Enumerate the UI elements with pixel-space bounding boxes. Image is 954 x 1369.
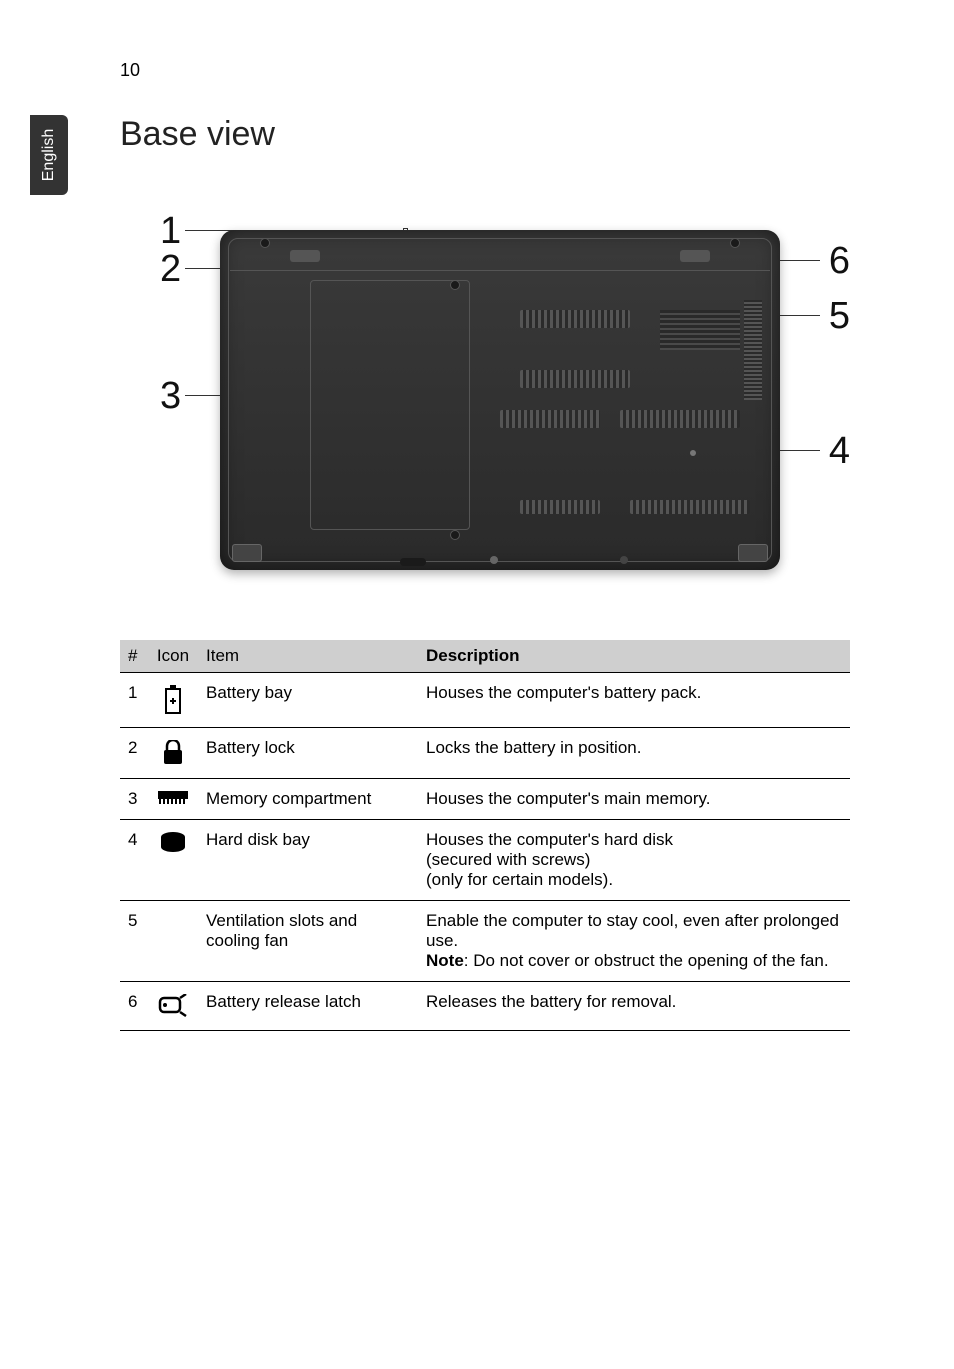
table-row: 4 Hard disk bay Houses the computer's ha…	[120, 820, 850, 901]
row-item: Battery bay	[198, 673, 418, 728]
row-desc: Releases the battery for removal.	[418, 982, 850, 1031]
table-row: 1 Battery bay Houses the computer's batt…	[120, 673, 850, 728]
table-row: 2 Battery lock Locks the battery in posi…	[120, 728, 850, 779]
hdd-icon	[148, 820, 198, 901]
memory-icon	[148, 779, 198, 820]
callout-4: 4	[829, 430, 850, 473]
language-tab: English	[30, 115, 68, 195]
row-num: 3	[120, 779, 148, 820]
row-num: 5	[120, 901, 148, 982]
row-num: 6	[120, 982, 148, 1031]
table-row: 3 Memory compartment Houses the computer…	[120, 779, 850, 820]
lock-icon	[148, 728, 198, 779]
row-desc: Houses the computer's main memory.	[418, 779, 850, 820]
header-num: #	[120, 640, 148, 673]
row-item: Battery release latch	[198, 982, 418, 1031]
battery-icon	[148, 673, 198, 728]
laptop-base-illustration	[220, 230, 780, 570]
row-desc: Locks the battery in position.	[418, 728, 850, 779]
table-row: 5 Ventilation slots and cooling fan Enab…	[120, 901, 850, 982]
header-icon: Icon	[148, 640, 198, 673]
row-item: Battery lock	[198, 728, 418, 779]
row-num: 2	[120, 728, 148, 779]
header-description: Description	[418, 640, 850, 673]
header-item: Item	[198, 640, 418, 673]
base-view-diagram: 1 2 3 6 5 4	[120, 200, 850, 580]
components-table: # Icon Item Description 1 Battery bay Ho…	[120, 640, 850, 1031]
row-num: 4	[120, 820, 148, 901]
row-desc: Enable the computer to stay cool, even a…	[418, 901, 850, 982]
no-icon	[148, 901, 198, 982]
table-row: 6 Battery release latch Releases the bat…	[120, 982, 850, 1031]
latch-icon	[148, 982, 198, 1031]
callout-1: 1	[160, 210, 181, 253]
row-desc: Houses the computer's hard disk(secured …	[418, 820, 850, 901]
callout-3: 3	[160, 375, 181, 418]
page-title: Base view	[120, 115, 275, 154]
language-label: English	[40, 129, 58, 181]
page-number: 10	[120, 60, 140, 81]
table-header-row: # Icon Item Description	[120, 640, 850, 673]
row-item: Memory compartment	[198, 779, 418, 820]
row-num: 1	[120, 673, 148, 728]
callout-6: 6	[829, 240, 850, 283]
row-item: Ventilation slots and cooling fan	[198, 901, 418, 982]
callout-2: 2	[160, 248, 181, 291]
row-desc: Houses the computer's battery pack.	[418, 673, 850, 728]
row-item: Hard disk bay	[198, 820, 418, 901]
callout-5: 5	[829, 295, 850, 338]
